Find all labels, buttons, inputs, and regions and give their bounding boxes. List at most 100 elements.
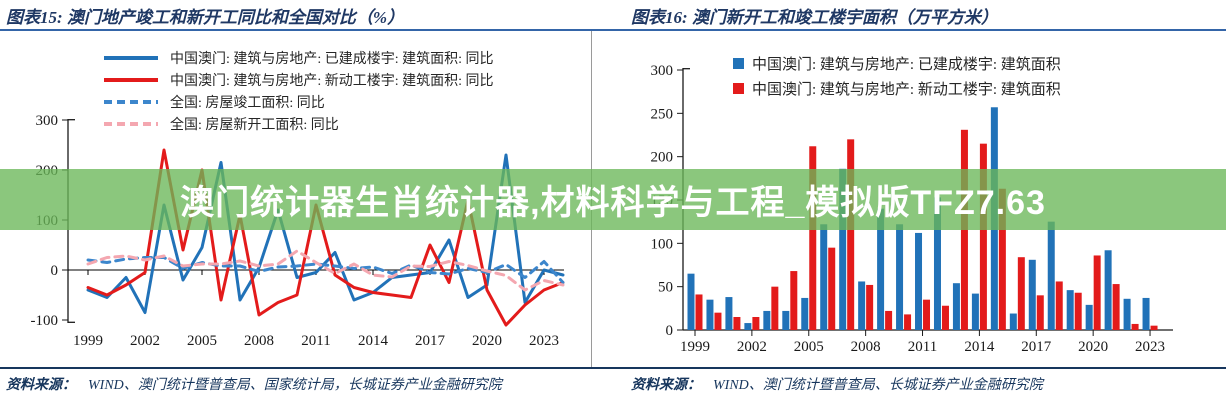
bar-completed-2004 <box>782 310 790 330</box>
bar-newstart-2004 <box>790 271 798 330</box>
y-tick-label: -100 <box>31 313 59 329</box>
bar-completed-2023 <box>1142 297 1150 330</box>
y-tick-label: 300 <box>36 113 59 129</box>
bar-newstart-2010 <box>904 314 912 330</box>
x-tick-label: 2014 <box>964 339 995 355</box>
bar-newstart-2016 <box>1017 257 1025 330</box>
title-underline <box>0 29 1226 31</box>
watermark-text: 澳门统计器生肖统计器,材料科学与工程_模拟版TFZ7.63 <box>180 184 1046 222</box>
left-source-note: 资料来源： WIND、澳门统计暨普查局、国家统计局，长城证券产业金融研究院 <box>6 374 502 394</box>
square-sample-blue <box>733 58 744 69</box>
bar-completed-2016 <box>1009 313 1017 330</box>
square-sample-red <box>733 83 744 94</box>
legend-label: 全国: 房屋新开工面积: 同比 <box>170 118 339 133</box>
x-tick-label: 2002 <box>737 339 767 355</box>
legend-label: 全国: 房屋竣工面积: 同比 <box>170 96 325 111</box>
source-text: WIND、澳门统计暨普查局、国家统计局，长城证券产业金融研究院 <box>88 378 502 393</box>
bar-completed-2013 <box>952 283 960 330</box>
bar-completed-1999 <box>687 273 695 330</box>
bar-completed-2002 <box>744 323 752 330</box>
bar-newstart-2019 <box>1074 292 1082 330</box>
bar-newstart-2023 <box>1150 325 1158 330</box>
x-tick-label: 2014 <box>358 333 389 349</box>
y-tick-label: 300 <box>651 63 674 79</box>
bar-newstart-2020 <box>1093 255 1101 330</box>
bar-completed-2022 <box>1123 298 1131 330</box>
x-tick-label: 2017 <box>1021 339 1052 355</box>
y-tick-label: 0 <box>51 263 59 279</box>
bar-completed-2012 <box>933 197 941 330</box>
left-chart-legend: 中国澳门: 建筑与房地产: 已建成楼宇: 建筑面积: 同比 中国澳门: 建筑与房… <box>104 47 494 135</box>
legend-label: 中国澳门: 建筑与房地产: 新动工楼宇: 建筑面积: 同比 <box>170 74 494 89</box>
bar-completed-2000 <box>706 299 714 330</box>
source-text: WIND、澳门统计暨普查局、长城证券产业金融研究院 <box>713 378 1043 393</box>
legend-label: 中国澳门: 建筑与房地产: 已建成楼宇: 建筑面积 <box>752 57 1061 73</box>
x-tick-label: 2011 <box>301 333 330 349</box>
legend-item: 中国澳门: 建筑与房地产: 新动工楼宇: 建筑面积 <box>733 76 1061 101</box>
line-sample-red-solid <box>104 78 158 82</box>
x-tick-label: 2005 <box>794 339 824 355</box>
x-tick-label: 2023 <box>529 333 559 349</box>
series-line-1 <box>86 148 565 327</box>
right-chart-legend: 中国澳门: 建筑与房地产: 已建成楼宇: 建筑面积 中国澳门: 建筑与房地产: … <box>733 51 1061 101</box>
bar-newstart-2007 <box>847 139 855 330</box>
x-tick-label: 2002 <box>130 333 160 349</box>
bar-completed-2019 <box>1066 290 1074 330</box>
bar-completed-2010 <box>896 224 904 330</box>
bar-completed-2001 <box>725 297 733 330</box>
source-divider-rule <box>0 367 1226 369</box>
x-tick-label: 2008 <box>244 333 274 349</box>
source-label: 资料来源： <box>631 378 701 393</box>
bar-newstart-2008 <box>866 284 874 330</box>
legend-item: 全国: 房屋新开工面积: 同比 <box>104 113 494 135</box>
bar-newstart-2006 <box>828 247 836 330</box>
series-line-2 <box>86 256 565 284</box>
bar-completed-2020 <box>1085 304 1093 330</box>
bar-newstart-1999 <box>695 294 703 330</box>
x-tick-label: 2020 <box>1078 339 1108 355</box>
x-tick-label: 2011 <box>908 339 937 355</box>
bar-newstart-2012 <box>941 305 949 330</box>
y-tick-label: 100 <box>651 236 674 252</box>
bar-completed-2021 <box>1104 250 1112 330</box>
bar-newstart-2014 <box>979 143 987 330</box>
bar-newstart-2015 <box>998 188 1006 330</box>
y-tick-label: 250 <box>651 106 674 122</box>
x-tick-label: 2008 <box>851 339 881 355</box>
y-tick-label: 200 <box>651 150 674 166</box>
series-line-3 <box>86 249 565 292</box>
line-sample-blue-solid <box>104 56 158 60</box>
x-tick-label: 2017 <box>415 333 446 349</box>
bar-newstart-2009 <box>885 310 893 330</box>
legend-label: 中国澳门: 建筑与房地产: 已建成楼宇: 建筑面积: 同比 <box>170 52 494 67</box>
y-tick-label: 50 <box>658 280 673 296</box>
bar-newstart-2001 <box>733 317 741 330</box>
legend-item: 中国澳门: 建筑与房地产: 新动工楼宇: 建筑面积: 同比 <box>104 69 494 91</box>
line-sample-pink-dashed <box>104 122 158 126</box>
bar-completed-2011 <box>915 232 923 330</box>
bar-newstart-2017 <box>1036 295 1044 330</box>
bar-newstart-2003 <box>771 286 779 330</box>
bar-newstart-2018 <box>1055 281 1063 330</box>
bar-newstart-2005 <box>809 146 817 330</box>
x-tick-label: 2005 <box>187 333 217 349</box>
bar-completed-2007 <box>839 168 847 330</box>
x-tick-label: 1999 <box>680 339 710 355</box>
bar-newstart-2002 <box>752 317 760 330</box>
line-sample-blue-dashed <box>104 100 158 104</box>
bar-newstart-2000 <box>714 312 722 330</box>
bar-newstart-2011 <box>923 299 931 330</box>
legend-item: 全国: 房屋竣工面积: 同比 <box>104 91 494 113</box>
y-tick-label: 0 <box>666 323 674 339</box>
bar-completed-2008 <box>858 281 866 330</box>
bar-completed-2003 <box>763 310 771 330</box>
legend-item: 中国澳门: 建筑与房地产: 已建成楼宇: 建筑面积 <box>733 51 1061 76</box>
source-label: 资料来源： <box>6 378 76 393</box>
bar-completed-2018 <box>1047 221 1055 330</box>
legend-label: 中国澳门: 建筑与房地产: 新动工楼宇: 建筑面积 <box>752 82 1061 98</box>
bar-newstart-2022 <box>1131 323 1139 330</box>
bar-completed-2014 <box>971 293 979 330</box>
legend-item: 中国澳门: 建筑与房地产: 已建成楼宇: 建筑面积: 同比 <box>104 47 494 69</box>
left-chart-title: 图表15: 澳门地产竣工和新开工同比和全国对比（%） <box>6 8 405 27</box>
